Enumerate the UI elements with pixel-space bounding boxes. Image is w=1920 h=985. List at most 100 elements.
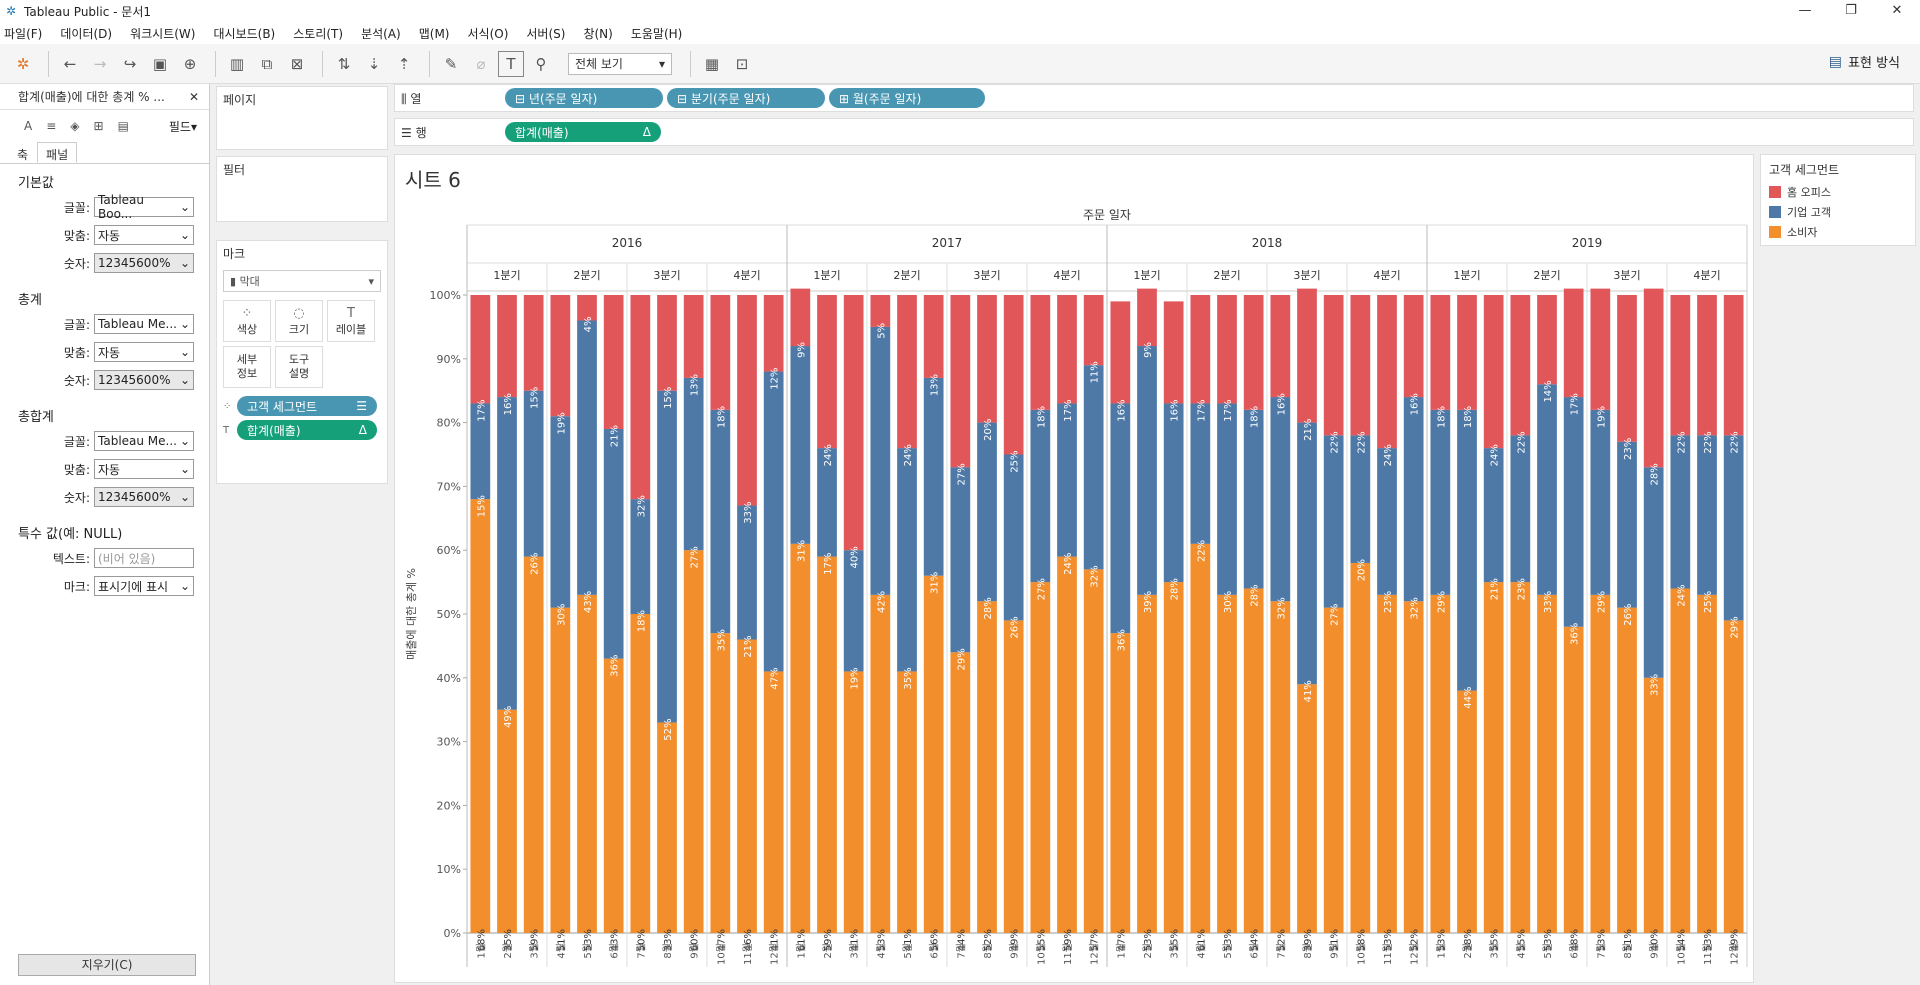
sort-descending-icon[interactable]: ⇡ [397, 54, 411, 73]
align-select[interactable]: 자동 ⌄ [94, 342, 194, 362]
pages-card[interactable]: 페이지 [216, 86, 388, 150]
show-me-button[interactable]: ▤ 표현 방식 [1829, 52, 1900, 72]
data-label: 26% [1623, 604, 1634, 626]
month-label: 2월 [502, 943, 514, 959]
y-tick-label: 20% [437, 799, 461, 812]
data-label: 17% [1063, 399, 1074, 421]
month-pill[interactable]: ⊞ 월(주문 일자) [829, 88, 985, 108]
data-label: 13% [930, 374, 941, 396]
align-select[interactable]: 자동 ⌄ [94, 459, 194, 479]
menu-server[interactable]: 서버(S) [526, 26, 566, 41]
font-select[interactable]: Tableau Me... ⌄ [94, 431, 194, 451]
data-label: 15% [530, 387, 541, 409]
border-format-icon[interactable]: ⊞ [93, 119, 104, 133]
align-format-icon[interactable]: ≡ [46, 119, 57, 133]
highlight-icon[interactable]: ✎ [444, 54, 458, 73]
tab-axis[interactable]: 축 [17, 148, 29, 162]
presentation-icon[interactable]: ⊡ [735, 54, 749, 73]
group-icon[interactable]: ⌀ [476, 54, 486, 73]
sales-label-pill[interactable]: 합계(매출) Δ [237, 420, 377, 440]
menu-map[interactable]: 맵(M) [418, 26, 450, 41]
menu-worksheet[interactable]: 워크시트(W) [130, 26, 196, 41]
special-text-input[interactable]: (비어 있음) [94, 548, 194, 568]
show-cards-icon[interactable]: ▦ [704, 54, 720, 73]
lines-format-icon[interactable]: ▤ [117, 119, 129, 133]
menu-dashboard[interactable]: 대시보드(B) [213, 26, 276, 41]
data-label: 52% [1276, 929, 1287, 951]
bar-segment [710, 409, 731, 634]
maximize-icon[interactable]: ❐ [1845, 3, 1857, 18]
clear-button[interactable]: 지우기(C) [18, 954, 196, 976]
close-icon[interactable]: ✕ [1891, 3, 1903, 18]
font-row: 글꼴: Tableau Me... ⌄ [18, 312, 209, 336]
window-controls: — ❐ ✕ [1782, 0, 1920, 22]
align-select[interactable]: 자동 ⌄ [94, 225, 194, 245]
minimize-icon[interactable]: — [1798, 3, 1812, 18]
chevron-down-icon: ⌄ [179, 228, 190, 242]
redo-icon[interactable]: → [93, 54, 107, 73]
number-select[interactable]: 12345600% ⌄ [94, 253, 194, 273]
view-fit-select[interactable]: 전체 보기 ▾ [568, 52, 672, 75]
data-label: 25% [1010, 451, 1021, 473]
legend-item-home-office[interactable]: 홈 오피스 [1761, 182, 1915, 202]
field-dropdown[interactable]: 필드▾ [168, 119, 197, 134]
sales-pill[interactable]: 합계(매출) Δ [505, 122, 661, 142]
font-format-icon[interactable]: A [24, 119, 33, 133]
number-select[interactable]: 12345600% ⌄ [94, 487, 194, 507]
save-icon[interactable]: ▣ [152, 54, 168, 73]
legend-item-consumer[interactable]: 소비자 [1761, 222, 1915, 242]
data-label: 18% [636, 610, 647, 632]
month-label: 7월 [1595, 943, 1607, 959]
menu-help[interactable]: 도움말(H) [630, 26, 683, 41]
undo-icon[interactable]: ← [63, 54, 77, 73]
month-label: 6월 [929, 943, 941, 959]
title-bar: ✲ Tableau Public - 문서1 — ❐ ✕ [0, 0, 1920, 22]
bar-segment [657, 295, 677, 391]
label-button[interactable]: T 레이블 [327, 300, 375, 342]
delta-icon: Δ [358, 423, 367, 437]
tableau-home-icon[interactable]: ✲ [16, 54, 30, 73]
mark-type-select[interactable]: ▮ 막대 ▾ [223, 270, 381, 292]
data-label: 31% [796, 540, 807, 562]
menu-window[interactable]: 창(N) [583, 26, 613, 41]
number-select[interactable]: 12345600% ⌄ [94, 370, 194, 390]
legend-item-corporate[interactable]: 기업 고객 [1761, 202, 1915, 222]
swap-icon[interactable]: ⇅ [337, 54, 351, 73]
data-label: 17% [1570, 393, 1581, 415]
menu-analysis[interactable]: 분석(A) [361, 26, 401, 41]
close-icon[interactable]: ✕ [188, 89, 199, 104]
size-button[interactable]: ◌ 크기 [275, 300, 323, 342]
tab-pane[interactable]: 패널 [37, 142, 78, 163]
quarter-pill[interactable]: ⊟ 분기(주문 일자) [667, 88, 825, 108]
fix-axes-icon[interactable]: ⚲ [535, 54, 547, 73]
menu-data[interactable]: 데이터(D) [60, 26, 113, 41]
menu-story[interactable]: 스토리(T) [293, 26, 344, 41]
shading-format-icon[interactable]: ◈ [70, 119, 80, 133]
data-label: 29% [956, 648, 967, 670]
replay-icon[interactable]: ↪ [123, 54, 137, 73]
color-button[interactable]: ⁘ 색상 [223, 300, 271, 342]
new-sheet-icon[interactable]: ▥ [229, 54, 245, 73]
menu-format[interactable]: 서식(O) [467, 26, 509, 41]
data-label: 36% [610, 655, 621, 677]
font-label: 글꼴: [63, 434, 90, 449]
menu-file[interactable]: 파일(F) [4, 26, 43, 41]
clear-sheet-icon[interactable]: ⊠ [290, 54, 304, 73]
month-label: 8월 [982, 943, 994, 959]
show-labels-icon[interactable]: T [498, 50, 524, 77]
marks-select[interactable]: 표시기에 표시 ⌄ [94, 576, 194, 596]
new-datasource-icon[interactable]: ⊕ [183, 54, 197, 73]
sort-ascending-icon[interactable]: ⇣ [367, 54, 381, 73]
chevron-down-icon: ⌄ [179, 462, 190, 476]
bar-segment [1110, 633, 1131, 933]
filters-card[interactable]: 필터 [216, 156, 388, 222]
detail-button[interactable]: 세부 정보 [223, 346, 271, 388]
data-label: 17% [476, 399, 487, 421]
data-label: 60% [690, 929, 701, 951]
font-select[interactable]: Tableau Boo... ⌄ [94, 193, 194, 221]
year-pill[interactable]: ⊟ 년(주문 일자) [505, 88, 663, 108]
duplicate-sheet-icon[interactable]: ⧉ [261, 54, 273, 73]
font-select[interactable]: Tableau Me... ⌄ [94, 314, 194, 334]
segment-color-pill[interactable]: 고객 세그먼트 ☰ [237, 396, 377, 416]
tooltip-button[interactable]: 도구 설명 [275, 346, 323, 388]
